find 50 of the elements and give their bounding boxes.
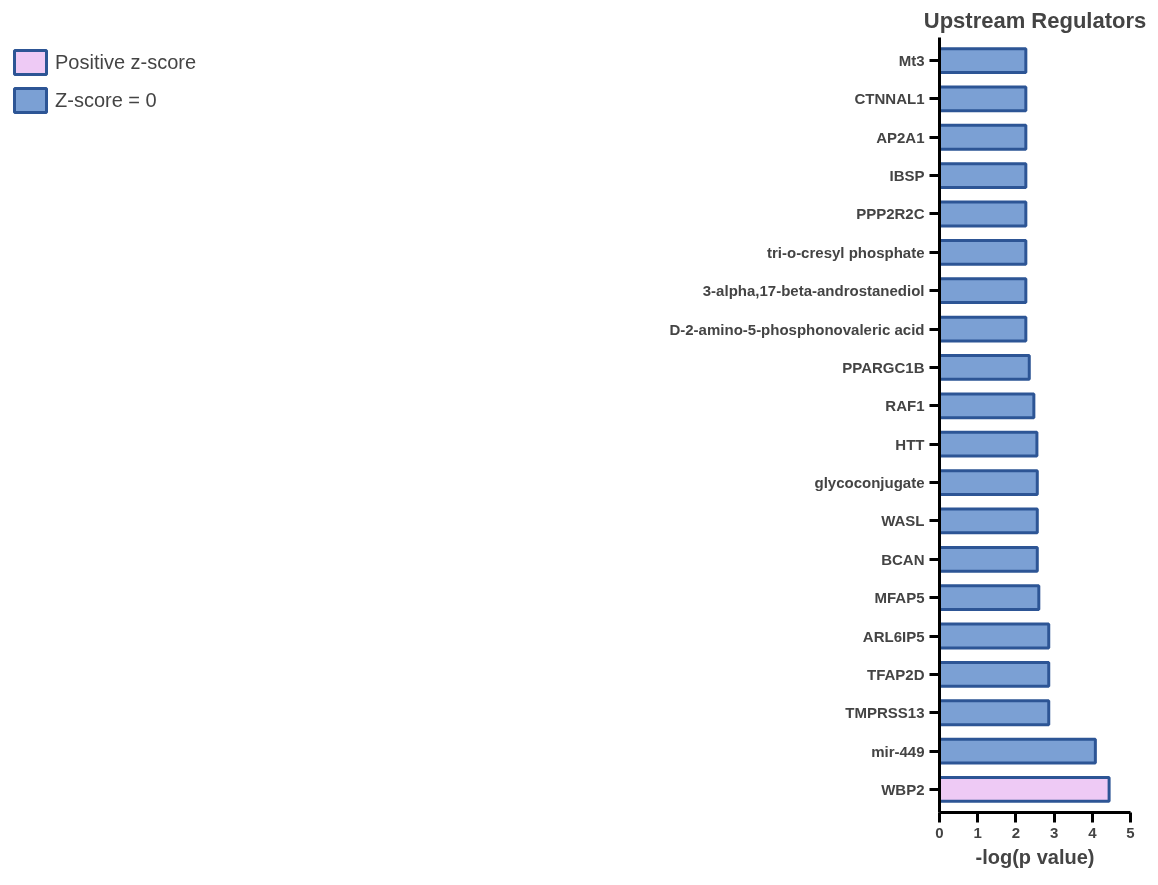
bar bbox=[939, 545, 1039, 573]
y-tick-label: CTNNAL1 bbox=[854, 90, 925, 108]
bar bbox=[939, 315, 1028, 343]
y-tick-label: 3-alpha,17-beta-androstanediol bbox=[702, 282, 925, 300]
bar bbox=[939, 162, 1028, 190]
bar bbox=[939, 85, 1028, 113]
y-tick-label: WBP2 bbox=[881, 780, 925, 798]
y-tick-label: ARL6IP5 bbox=[862, 627, 925, 645]
y-tick-label: IBSP bbox=[889, 167, 925, 185]
y-tick-label: tri-o-cresyl phosphate bbox=[766, 243, 925, 261]
y-tick-label: TFAP2D bbox=[866, 665, 925, 683]
y-tick-label: PPP2R2C bbox=[856, 205, 925, 223]
y-tick-label: MFAP5 bbox=[874, 589, 925, 607]
bar bbox=[939, 277, 1028, 305]
y-tick-label: WASL bbox=[881, 512, 925, 530]
y-tick-label: glycoconjugate bbox=[814, 474, 925, 492]
bar bbox=[939, 200, 1028, 228]
x-axis-title: -log(p value) bbox=[975, 845, 1095, 868]
y-tick-label: RAF1 bbox=[885, 397, 925, 415]
x-tick-label: 2 bbox=[1011, 823, 1021, 841]
bar bbox=[939, 737, 1097, 765]
x-tick-label: 3 bbox=[1049, 823, 1059, 841]
bar bbox=[939, 392, 1036, 420]
bar bbox=[939, 430, 1039, 458]
legend-label: Z-score = 0 bbox=[55, 88, 157, 112]
bar bbox=[939, 238, 1028, 266]
bar bbox=[939, 123, 1028, 151]
y-tick-label: PPARGC1B bbox=[842, 358, 925, 376]
x-tick-label: 0 bbox=[935, 823, 944, 841]
y-tick-label: D-2-amino-5-phosphonovaleric acid bbox=[669, 320, 925, 338]
y-tick-label: TMPRSS13 bbox=[845, 704, 925, 722]
x-tick-label: 5 bbox=[1126, 823, 1135, 841]
y-tick-label: AP2A1 bbox=[876, 128, 925, 146]
bar bbox=[939, 699, 1051, 727]
bar bbox=[939, 469, 1039, 496]
y-tick-label: mir-449 bbox=[871, 742, 925, 760]
bar bbox=[939, 622, 1051, 650]
bar bbox=[939, 47, 1028, 74]
x-tick-label: 1 bbox=[973, 823, 982, 841]
legend-label: Positive z-score bbox=[55, 50, 197, 74]
chart-title: Upstream Regulators bbox=[923, 7, 1147, 33]
y-tick-label: BCAN bbox=[881, 550, 925, 568]
x-tick-label: 4 bbox=[1088, 823, 1098, 841]
y-tick-label: Mt3 bbox=[898, 52, 925, 70]
bar bbox=[939, 660, 1051, 688]
y-tick-label: HTT bbox=[895, 435, 925, 453]
bar bbox=[939, 776, 1111, 803]
bar bbox=[939, 584, 1041, 612]
bar bbox=[939, 354, 1031, 381]
bar bbox=[939, 507, 1039, 535]
